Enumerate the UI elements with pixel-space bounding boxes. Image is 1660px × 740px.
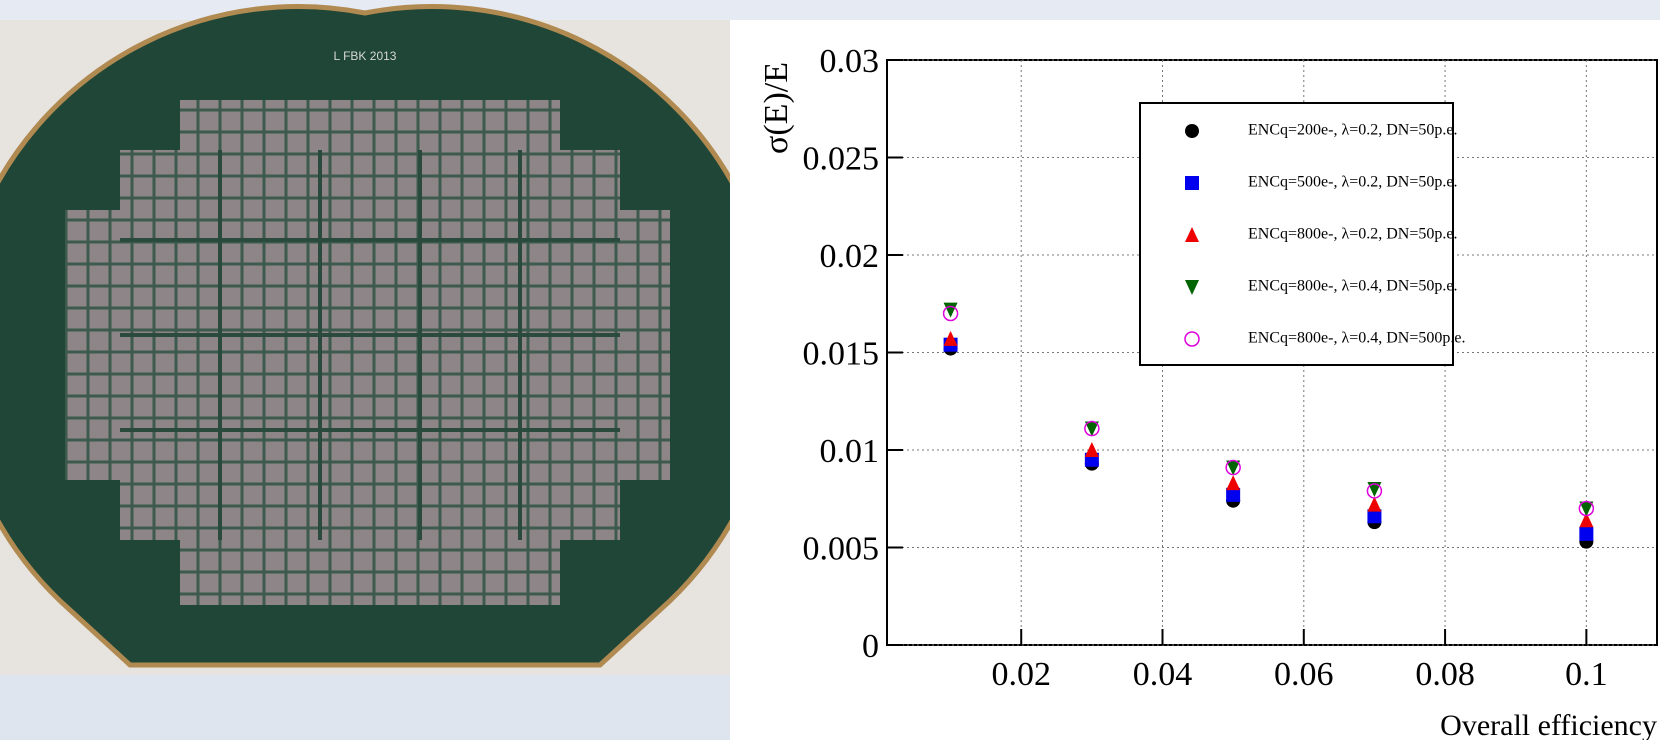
y-tick-label: 0.025	[803, 141, 880, 178]
x-axis-label: Overall efficiency	[1440, 709, 1657, 740]
x-tick-label: 0.08	[1415, 656, 1475, 693]
y-tick-label: 0.03	[820, 43, 880, 80]
y-axis-label: σ(E)/E	[758, 62, 795, 154]
x-tick-label: 0.02	[991, 656, 1051, 693]
slide: L FBK 2013 0 0.005 0.01 0.015 0.02 0.025 0.03 0…	[0, 0, 1660, 740]
legend-label: ENCq=500e-, λ=0.2, DN=50p.e.	[1248, 174, 1457, 191]
x-tick-label: 0.06	[1274, 656, 1334, 693]
wafer-label: L FBK 2013	[334, 49, 397, 63]
legend-label: ENCq=800e-, λ=0.4, DN=50p.e.	[1248, 278, 1457, 295]
wafer-dies	[65, 100, 670, 605]
point	[1579, 527, 1593, 541]
legend-label: ENCq=800e-, λ=0.4, DN=500p.e.	[1248, 330, 1465, 347]
y-tick-label: 0.015	[803, 336, 880, 373]
x-tick-label: 0.04	[1133, 656, 1193, 693]
y-tick-label: 0.01	[820, 433, 880, 470]
y-tick-label: 0.02	[820, 238, 880, 275]
legend-label: ENCq=200e-, λ=0.2, DN=50p.e.	[1248, 122, 1457, 139]
legend-label: ENCq=800e-, λ=0.2, DN=50p.e.	[1248, 226, 1457, 243]
x-tick-label: 0.1	[1565, 656, 1608, 693]
y-tick-label: 0	[862, 628, 879, 665]
legend-marker	[1185, 176, 1199, 190]
page: L FBK 2013 0 0.005 0.01 0.015 0.02 0.025 0.03 0…	[0, 0, 1660, 740]
y-tick-label: 0.005	[803, 531, 880, 568]
legend-marker	[1185, 124, 1199, 138]
